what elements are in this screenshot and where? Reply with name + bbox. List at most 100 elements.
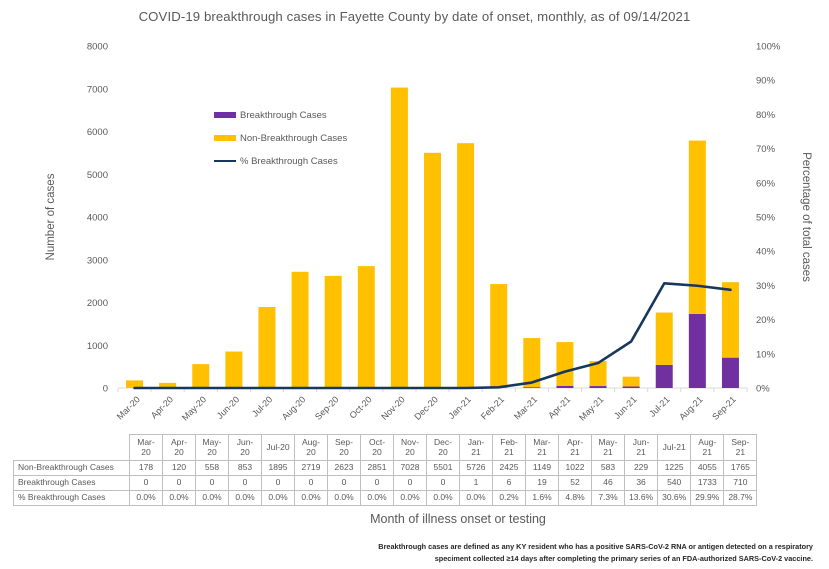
data-table: Mar-20 Apr-20 May-20 Jun-20 Jul-20 Aug-20 Sep-… — [13, 434, 758, 506]
table-cell: 2719 — [294, 460, 328, 476]
x-axis-category-label: Apr-20 — [149, 394, 175, 420]
table-cell: 120 — [162, 460, 196, 476]
table-cell: 5501 — [426, 460, 460, 476]
bar-non-breakthrough — [490, 284, 508, 388]
bar-non-breakthrough — [457, 143, 475, 388]
table-column-header: Jan-21 — [459, 434, 493, 461]
non-breakthrough-swatch-icon — [214, 135, 236, 141]
x-axis-category-label: Sep-21 — [710, 394, 738, 422]
table-row-label: Breakthrough Cases — [13, 475, 130, 491]
bar-non-breakthrough — [192, 364, 210, 388]
table-cell: 29.9% — [690, 490, 725, 506]
left-axis-tick-label: 4000 — [87, 213, 108, 224]
bar-non-breakthrough — [589, 361, 607, 387]
table-cell: 30.6% — [657, 490, 692, 506]
bar-non-breakthrough — [424, 152, 441, 388]
table-cell: 0.0% — [426, 490, 460, 506]
table-cell: 36 — [623, 475, 659, 491]
table-cell: 0 — [228, 475, 262, 491]
table-cell: 0.0% — [459, 490, 493, 506]
right-axis-tick-label: 60% — [756, 178, 776, 189]
legend-label: Non-Breakthrough Cases — [240, 132, 348, 144]
right-axis-tick-label: 10% — [756, 349, 776, 360]
right-axis-tick-label: 90% — [756, 76, 776, 87]
x-axis-category-label: May-20 — [180, 394, 208, 422]
table-row: Breakthrough Cases 0 0 0 0 0 0 0 0 0 0 1 6 19 52 46 36 54… — [13, 475, 758, 491]
table-column-header: May-20 — [195, 434, 229, 461]
table-cell: 0.0% — [360, 490, 394, 506]
pct-breakthrough-line — [133, 282, 732, 390]
right-axis-tick-label: 100% — [756, 42, 781, 53]
table-column-header: Jun-20 — [228, 434, 262, 461]
table-cell: 229 — [623, 460, 659, 476]
table-column-header: Sep-21 — [723, 434, 758, 461]
bar-non-breakthrough — [225, 351, 243, 388]
table-column-header: Apr-21 — [558, 434, 592, 461]
bar-non-breakthrough — [721, 282, 739, 358]
legend-label: Breakthrough Cases — [240, 109, 327, 121]
bar-non-breakthrough — [291, 271, 309, 388]
right-axis-tick-label: 20% — [756, 315, 776, 326]
table-column-header: Oct-20 — [360, 434, 394, 461]
bar-non-breakthrough — [390, 87, 408, 388]
legend-label: % Breakthrough Cases — [240, 155, 338, 167]
left-axis-tick-label: 2000 — [87, 298, 108, 309]
table-cell: 1022 — [558, 460, 592, 476]
table-column-header: Feb-21 — [492, 434, 526, 461]
table-row: % Breakthrough Cases 0.0% 0.0% 0.0% 0.0% 0.0%… — [13, 490, 758, 506]
table-cell: 2623 — [327, 460, 361, 476]
table-cell: 13.6% — [623, 490, 659, 506]
table-column-header: Mar-20 — [129, 434, 163, 461]
x-axis-category-label: Nov-20 — [379, 394, 407, 422]
table-cell: 0.0% — [294, 490, 328, 506]
table-cell: 2425 — [492, 460, 526, 476]
table-cell: 52 — [558, 475, 592, 491]
table-cell: 558 — [195, 460, 229, 476]
right-axis-tick-label: 0% — [756, 384, 770, 395]
table-cell: 1225 — [657, 460, 692, 476]
table-column-header: Jul-20 — [261, 434, 295, 461]
table-cell: 2851 — [360, 460, 394, 476]
table-cell: 0.2% — [492, 490, 526, 506]
table-cell: 0 — [162, 475, 196, 491]
left-axis-tick-label: 8000 — [87, 42, 108, 53]
table-cell: 1149 — [525, 460, 559, 476]
footnote-line-2: speciment collected ≥14 days after compl… — [434, 553, 813, 563]
table-column-header: Jul-21 — [657, 434, 692, 461]
chart-title: COVID-19 breakthrough cases in Fayette C… — [138, 9, 691, 24]
table-cell: 0 — [426, 475, 460, 491]
left-axis-tick-label: 1000 — [87, 341, 108, 352]
table-cell: 853 — [228, 460, 262, 476]
table-cell: 0.0% — [393, 490, 427, 506]
table-cell: 178 — [129, 460, 163, 476]
table-column-header: Mar-21 — [525, 434, 559, 461]
left-axis-tick-label: 7000 — [87, 84, 108, 95]
bar-non-breakthrough — [126, 380, 144, 388]
x-axis-category-label: Aug-21 — [677, 394, 705, 422]
table-row-label: Non-Breakthrough Cases — [13, 460, 130, 476]
table-cell: 583 — [591, 460, 625, 476]
table-cell: 5726 — [459, 460, 493, 476]
bar-breakthrough — [655, 364, 673, 388]
legend-item-non-breakthrough: Non-Breakthrough Cases — [214, 132, 348, 144]
footnote: Breakthrough cases are defined as any KY… — [378, 541, 813, 564]
bar-breakthrough — [688, 313, 706, 388]
table-column-header: Aug-20 — [294, 434, 328, 461]
x-axis-category-label: Apr-21 — [546, 394, 572, 420]
table-header-row: Mar-20 Apr-20 May-20 Jun-20 Jul-20 Aug-20 Sep-… — [13, 434, 758, 461]
table-cell: 1733 — [690, 475, 725, 491]
table-cell: 0 — [327, 475, 361, 491]
left-axis-tick-label: 3000 — [87, 255, 108, 266]
x-axis-category-label: Jul-20 — [250, 394, 274, 418]
table-column-header: Aug-21 — [690, 434, 725, 461]
bar-breakthrough — [721, 357, 739, 388]
table-cell: 0 — [294, 475, 328, 491]
table-cell: 4055 — [690, 460, 725, 476]
x-axis-category-label: Sep-20 — [313, 394, 341, 422]
bar-breakthrough — [523, 387, 541, 388]
table-cell: 0.0% — [327, 490, 361, 506]
table-cell: 0 — [393, 475, 427, 491]
table-cell: 4.8% — [558, 490, 592, 506]
table-cell: 7.3% — [591, 490, 625, 506]
